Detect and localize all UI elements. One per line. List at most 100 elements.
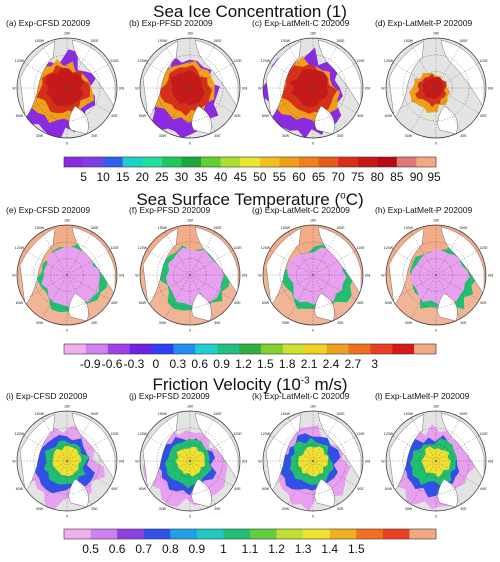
colorbar-swatch xyxy=(170,529,198,539)
longitude-label: 180 xyxy=(433,219,439,223)
longitude-label: 30E xyxy=(460,507,467,511)
colorbar-tick-label: 1.3 xyxy=(295,542,312,556)
polar-map: 180 150E 120E 90E 60E 30E 0 30W 60W 90W 120W 150W xyxy=(258,405,370,519)
longitude-label: 120W xyxy=(384,59,394,63)
longitude-label: 120E xyxy=(233,432,242,436)
colorbar-tick-label: 80 xyxy=(371,170,385,184)
colorbar-tick-label: 1 xyxy=(220,542,227,556)
longitude-label: 60W xyxy=(385,114,393,118)
longitude-label: 120E xyxy=(110,432,119,436)
colorbar-swatch xyxy=(239,344,262,354)
longitude-label: 0 xyxy=(312,329,314,333)
longitude-label: 60W xyxy=(16,114,24,118)
colorbar-swatch xyxy=(392,344,415,354)
longitude-label: 90E xyxy=(488,460,493,464)
colorbar-swatch xyxy=(64,529,91,539)
colorbar-swatch xyxy=(276,529,304,539)
sst-title-sup: o xyxy=(340,190,346,202)
longitude-label: 60W xyxy=(139,114,147,118)
colorbar-tick-label: 1.2 xyxy=(268,542,285,556)
longitude-label: 30E xyxy=(214,321,221,325)
longitude-label: 150E xyxy=(213,226,222,230)
longitude-label: 30W xyxy=(405,321,413,325)
panel-label: (d) Exp-LatMelt-P 202009 xyxy=(375,18,473,28)
colorbar-swatch xyxy=(142,157,163,167)
colorbar-swatch xyxy=(129,344,152,354)
colorbar-swatch xyxy=(143,529,171,539)
colorbar-tick-label: 0.6 xyxy=(191,357,208,371)
longitude-label: 30E xyxy=(460,134,467,138)
panel-label: (j) Exp-PFSD 202009 xyxy=(129,391,210,401)
longitude-label: 120W xyxy=(15,59,25,63)
ustar-title-pre: Friction Velocity (10 xyxy=(152,375,301,394)
colorbar-tick-label: -0.6 xyxy=(102,357,123,371)
longitude-label: 90W xyxy=(258,87,262,91)
longitude-label: 0 xyxy=(66,515,68,519)
longitude-label: 30E xyxy=(337,507,344,511)
longitude-label: 120W xyxy=(138,246,148,250)
longitude-label: 120E xyxy=(479,246,488,250)
longitude-label: 60W xyxy=(16,487,24,491)
longitude-label: 120W xyxy=(261,432,271,436)
longitude-label: 30W xyxy=(282,507,290,511)
longitude-label: 0 xyxy=(189,142,191,146)
colorbar-swatch xyxy=(326,344,349,354)
longitude-label: 30W xyxy=(159,321,167,325)
colorbar-swatch xyxy=(282,344,305,354)
panel-label: (i) Exp-CFSD 202009 xyxy=(6,391,88,401)
colorbar-swatch xyxy=(279,157,300,167)
colorbar-tick-label: 75 xyxy=(351,170,365,184)
longitude-label: 90W xyxy=(381,460,385,464)
longitude-label: 120E xyxy=(356,246,365,250)
longitude-label: 60E xyxy=(111,114,118,118)
colorbar-swatch xyxy=(416,157,437,167)
longitude-label: 90E xyxy=(242,274,247,278)
longitude-label: 150W xyxy=(158,226,168,230)
longitude-label: 30W xyxy=(159,134,167,138)
colorbar-tick-label: 1.4 xyxy=(321,542,338,556)
map-panel: (l) Exp-LatMelt-P 202009 180 150E 120E 90E 60… xyxy=(373,391,493,519)
longitude-label: 90E xyxy=(119,87,124,91)
longitude-label: 120W xyxy=(261,246,271,250)
panel-label: (k) Exp-LatMelt-C 202009 xyxy=(252,391,350,401)
colorbar-tick-label: 10 xyxy=(96,170,110,184)
panel-label: (l) Exp-LatMelt-P 202009 xyxy=(375,391,470,401)
longitude-label: 30E xyxy=(91,507,98,511)
colorbar-swatch xyxy=(348,344,371,354)
colorbar-tick-label: 0.9 xyxy=(189,542,206,556)
longitude-label: 30E xyxy=(460,321,467,325)
longitude-label: 150W xyxy=(404,412,414,416)
longitude-label: 150E xyxy=(336,226,345,230)
longitude-label: 30E xyxy=(337,321,344,325)
longitude-label: 90W xyxy=(258,274,262,278)
ustar-section-title: Friction Velocity (10-3 m/s) xyxy=(0,375,500,395)
map-panel: (d) Exp-LatMelt-P 202009 180 150E 120E 90E 60… xyxy=(373,18,493,146)
colorbar-swatch xyxy=(318,157,339,167)
colorbar-swatch xyxy=(196,529,224,539)
polar-map: 180 150E 120E 90E 60E 30E 0 30W 60W 90W 120W 150W xyxy=(381,32,493,146)
longitude-label: 60W xyxy=(385,487,393,491)
colorbar-tick-label: 95 xyxy=(427,170,441,184)
longitude-label: 60W xyxy=(16,301,24,305)
longitude-label: 150W xyxy=(281,226,291,230)
longitude-label: 60E xyxy=(234,301,241,305)
longitude-label: 180 xyxy=(310,219,316,223)
panel-label: (b) Exp-PFSD 202009 xyxy=(129,18,213,28)
longitude-label: 90E xyxy=(242,87,247,91)
colorbar-tick-label: 1.1 xyxy=(242,542,259,556)
longitude-label: 0 xyxy=(189,515,191,519)
sic-section-title: Sea Ice Concentration (1) xyxy=(0,2,500,22)
longitude-label: 180 xyxy=(64,32,70,36)
longitude-label: 90W xyxy=(258,460,262,464)
longitude-label: 120E xyxy=(356,59,365,63)
colorbar-swatch xyxy=(64,344,87,354)
colorbar-tick-label: 0.7 xyxy=(135,542,152,556)
colorbar-swatch xyxy=(338,157,358,167)
longitude-label: 60E xyxy=(357,114,364,118)
polar-map: 180 150E 120E 90E 60E 30E 0 30W 60W 90W 120W 150W xyxy=(12,405,124,519)
map-panel: (h) Exp-LatMelt-P 202009 180 150E 120E 90E 60… xyxy=(373,205,493,333)
longitude-label: 90E xyxy=(119,460,124,464)
longitude-label: 150E xyxy=(90,412,99,416)
colorbar-tick-label: 30 xyxy=(175,170,189,184)
longitude-label: 120E xyxy=(479,432,488,436)
